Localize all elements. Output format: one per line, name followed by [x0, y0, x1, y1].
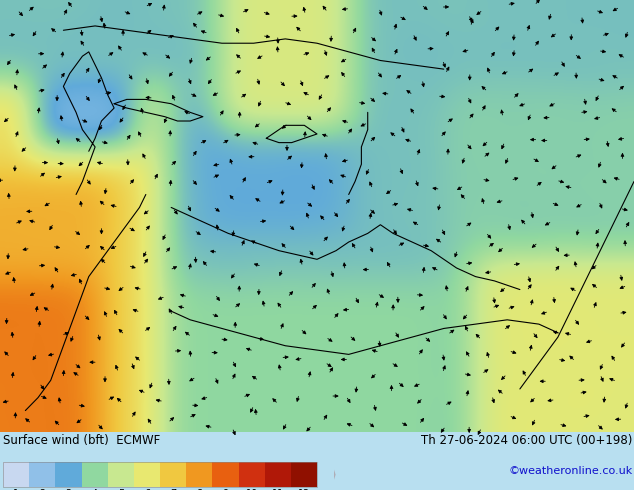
Bar — [212, 462, 238, 487]
Text: 7: 7 — [170, 489, 176, 490]
Bar — [160, 462, 186, 487]
Text: 5: 5 — [118, 489, 124, 490]
Text: 6: 6 — [144, 489, 150, 490]
Text: 12: 12 — [298, 489, 310, 490]
Bar — [265, 462, 291, 487]
Text: 3: 3 — [65, 489, 72, 490]
Text: 9: 9 — [223, 489, 228, 490]
Bar — [108, 462, 134, 487]
Text: 11: 11 — [271, 489, 284, 490]
Text: Surface wind (bft)  ECMWF: Surface wind (bft) ECMWF — [3, 434, 160, 447]
Bar — [29, 462, 56, 487]
Bar — [82, 462, 108, 487]
Bar — [3, 462, 29, 487]
Text: Th 27-06-2024 06:00 UTC (00+198): Th 27-06-2024 06:00 UTC (00+198) — [422, 434, 633, 447]
Text: 4: 4 — [92, 489, 98, 490]
Text: 8: 8 — [197, 489, 202, 490]
Bar — [186, 462, 212, 487]
Bar — [291, 462, 317, 487]
Text: ©weatheronline.co.uk: ©weatheronline.co.uk — [508, 466, 633, 476]
Bar — [134, 462, 160, 487]
Text: 1: 1 — [13, 489, 19, 490]
Text: 2: 2 — [39, 489, 46, 490]
Bar — [56, 462, 82, 487]
Bar — [3, 462, 317, 487]
Bar — [238, 462, 265, 487]
Text: 10: 10 — [245, 489, 258, 490]
